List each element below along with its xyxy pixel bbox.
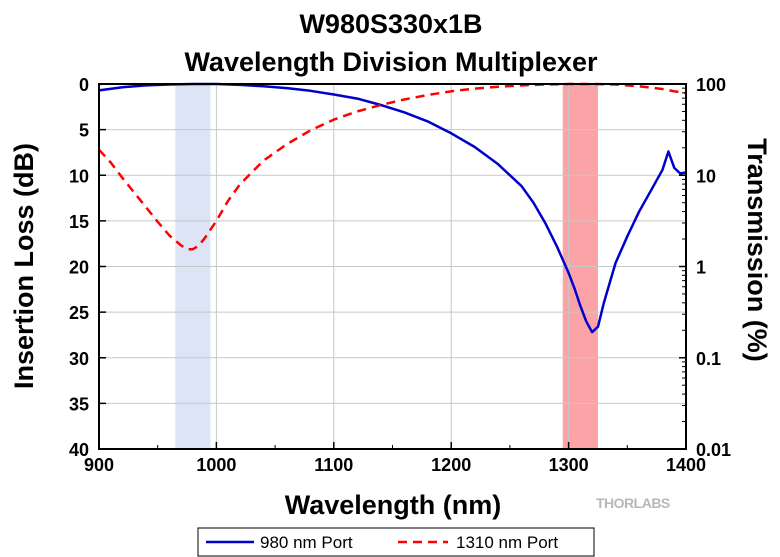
- series-0-line: [98, 82, 687, 334]
- x-tick-label-0: 900: [84, 455, 114, 475]
- series-1-line: [98, 82, 687, 251]
- x-tick-label-1: 1000: [196, 455, 236, 475]
- y2-tick-label-2: 1: [696, 258, 706, 278]
- y-tick-label-5: 25: [69, 303, 89, 323]
- y2-tick-label-0: 100: [696, 75, 726, 95]
- x-tick-label-4: 1300: [549, 455, 589, 475]
- x-axis-title: Wavelength (nm): [285, 490, 502, 520]
- x-tick-label-2: 1100: [314, 455, 353, 475]
- y2-tick-label-4: 0.01: [696, 440, 731, 460]
- y-tick-label-8: 40: [69, 440, 89, 460]
- y-tick-label-7: 35: [69, 394, 89, 414]
- y-tick-label-2: 10: [69, 166, 89, 186]
- x-tick-label-5: 1400: [666, 455, 706, 475]
- y-tick-label-4: 20: [69, 258, 89, 278]
- legend-box: [197, 527, 595, 557]
- y-tick-label-6: 30: [69, 349, 89, 369]
- y2-tick-label-3: 0.1: [696, 349, 721, 369]
- data-curves: [98, 82, 687, 334]
- y2-axis-title: Transmission (%): [742, 138, 772, 362]
- legend: 980 nm Port 1310 nm Port: [197, 527, 595, 557]
- y2-tick-label-1: 10: [696, 166, 716, 186]
- x-tick-label-3: 1200: [431, 455, 471, 475]
- y-tick-label-1: 5: [79, 121, 89, 141]
- y-tick-label-3: 15: [69, 212, 89, 232]
- chart-title-line1: W980S330x1B: [299, 9, 482, 39]
- y-tick-label-0: 0: [79, 75, 89, 95]
- axis-ticks: 900 1000 1100 1200 1300 140005101520253035401…: [69, 75, 731, 475]
- brand-logo: THORLABS: [596, 495, 670, 511]
- chart-title-line2: Wavelength Division Multiplexer: [184, 47, 598, 77]
- legend-label-980: 980 nm Port: [260, 533, 353, 552]
- legend-label-1310: 1310 nm Port: [456, 533, 558, 552]
- y-axis-title: Insertion Loss (dB): [9, 143, 39, 389]
